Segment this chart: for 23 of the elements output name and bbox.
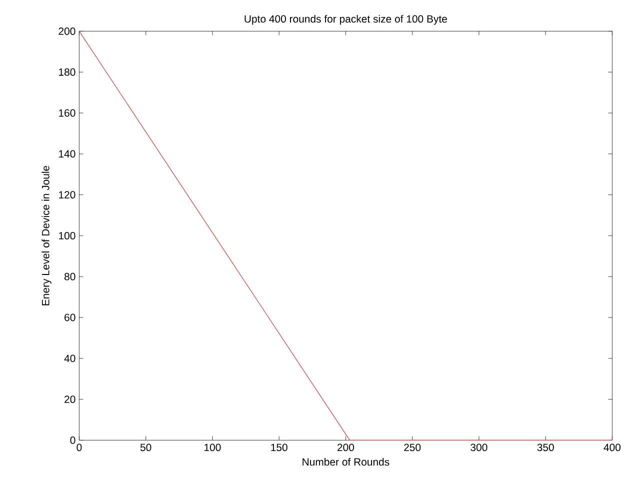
y-tick-label: 160 bbox=[59, 109, 76, 117]
x-tick-label: 50 bbox=[140, 444, 152, 452]
y-tick-label: 100 bbox=[59, 232, 76, 240]
x-tick-label: 400 bbox=[604, 444, 621, 452]
x-axis-title: Number of Rounds bbox=[302, 458, 390, 466]
x-tick-label: 150 bbox=[271, 444, 288, 452]
x-tick-label: 350 bbox=[537, 444, 554, 452]
y-tick-label: 0 bbox=[70, 436, 76, 444]
y-tick-label: 20 bbox=[64, 396, 76, 404]
y-tick-label: 120 bbox=[59, 191, 76, 199]
y-tick-label: 200 bbox=[58, 28, 76, 35]
y-tick-label: 180 bbox=[59, 68, 76, 76]
x-tick-label: 0 bbox=[76, 444, 82, 452]
x-tick-label: 100 bbox=[204, 444, 221, 452]
x-tick-label: 200 bbox=[338, 444, 354, 452]
y-tick-label: 140 bbox=[59, 150, 76, 158]
y-tick-label: 40 bbox=[64, 354, 76, 362]
x-tick-label: 300 bbox=[470, 444, 488, 452]
chart-title: Upto 400 rounds for packet size of 100 Byte bbox=[244, 14, 447, 25]
x-tick-label: 250 bbox=[404, 444, 421, 452]
y-axis-title: Enery Level of Device in Joule bbox=[42, 166, 52, 306]
y-tick-label: 80 bbox=[64, 272, 76, 280]
y-tick-label: 60 bbox=[64, 314, 76, 322]
